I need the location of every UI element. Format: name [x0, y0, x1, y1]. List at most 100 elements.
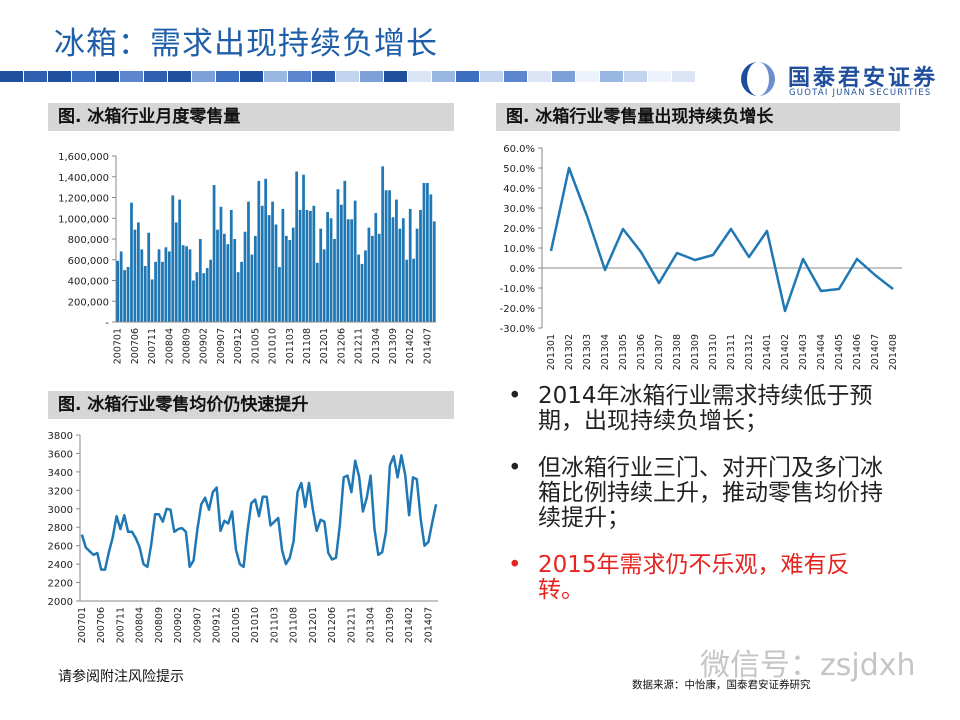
- sales-bar: [154, 261, 157, 322]
- sales-bar: [346, 219, 350, 322]
- sales-bar: [116, 260, 120, 322]
- y-tick-label: 3000: [48, 505, 73, 516]
- sales-bar: [209, 259, 212, 322]
- sales-bar: [408, 208, 412, 322]
- x-tick-label: 201306: [636, 334, 647, 370]
- sales-bar: [377, 233, 381, 322]
- sales-bar: [426, 182, 429, 322]
- x-tick-label: 201308: [672, 334, 683, 370]
- sales-bar: [319, 228, 323, 322]
- sales-bar: [167, 251, 171, 322]
- wechat-watermark: 微信号：zsjdxh: [700, 648, 916, 683]
- sales-bar: [202, 273, 206, 322]
- x-tick-label: 200809: [182, 328, 193, 364]
- strip-segment: [216, 71, 239, 82]
- sales-bar: [309, 210, 312, 322]
- y-tick-label: -30.0%: [500, 324, 535, 335]
- sales-bar: [422, 182, 426, 322]
- x-tick-label: 200701: [77, 607, 88, 643]
- x-tick-label: 201103: [285, 328, 296, 364]
- sales-bar: [278, 267, 281, 322]
- strip-segment: [648, 71, 671, 82]
- sales-bar: [305, 209, 309, 322]
- strip-segment: [624, 71, 647, 82]
- x-tick-label: 201211: [346, 607, 357, 643]
- strip-segment: [432, 71, 455, 82]
- avg-price-heading: 图. 冰箱行业零售均价仍快速提升: [48, 391, 454, 419]
- company-logo: 国泰君安证券 GUOTAI JUNAN SECURITIES: [736, 60, 956, 100]
- sales-bar: [219, 206, 223, 322]
- price-line: [80, 454, 438, 571]
- x-tick-label: 200711: [147, 328, 158, 364]
- sales-bar: [429, 194, 433, 322]
- x-tick-label: 201201: [308, 607, 319, 643]
- strip-segment: [504, 71, 527, 82]
- sales-bar: [260, 205, 264, 322]
- sales-bar: [198, 239, 202, 322]
- x-tick-label: 201401: [762, 334, 773, 370]
- x-tick-label: 201403: [798, 334, 809, 370]
- y-tick-label: 400,000: [68, 277, 109, 288]
- x-tick-label: 201201: [319, 328, 330, 364]
- bullet-text: 2015年需求仍不乐观，难有反转。: [538, 552, 850, 603]
- strip-segment: [360, 71, 383, 82]
- sales-bar: [291, 227, 295, 322]
- strip-segment: [480, 71, 503, 82]
- sales-bar: [223, 233, 226, 322]
- sales-bar: [174, 222, 178, 322]
- sales-bar: [374, 213, 378, 322]
- bullet-item-1: • 2014年冰箱行业需求持续低于预期，出现持续负增长；: [500, 384, 890, 434]
- x-tick-label: 201407: [870, 334, 881, 370]
- sales-bar: [288, 240, 292, 322]
- header-color-strip: [0, 71, 720, 82]
- x-tick-label: 201108: [302, 328, 313, 364]
- sales-bar: [161, 261, 164, 322]
- strip-segment: [0, 71, 23, 82]
- x-tick-label: 201010: [268, 328, 279, 364]
- x-tick-label: 201301: [546, 334, 557, 370]
- y-tick-label: 10.0%: [503, 244, 535, 255]
- sales-bar: [185, 246, 188, 322]
- sales-bar: [195, 272, 199, 322]
- sales-bar: [274, 224, 278, 322]
- x-tick-label: 201405: [834, 334, 845, 370]
- sales-bar: [315, 262, 319, 322]
- x-tick-label: 200912: [212, 607, 223, 643]
- strip-segment: [192, 71, 215, 82]
- y-tick-label: 2200: [48, 579, 73, 590]
- sales-bar: [381, 166, 385, 322]
- strip-segment: [528, 71, 551, 82]
- sales-bar: [395, 199, 398, 322]
- bullet-list: • 2014年冰箱行业需求持续低于预期，出现持续负增长； • 但冰箱行业三门、对开门…: [500, 384, 890, 625]
- y-tick-label: 800,000: [68, 235, 109, 246]
- strip-segment: [24, 71, 47, 82]
- sales-bar: [140, 249, 144, 322]
- sales-bar: [247, 201, 250, 322]
- risk-disclaimer: 请参阅附注风险提示: [58, 669, 184, 685]
- y-tick-label: 20.0%: [503, 224, 535, 235]
- sales-bar: [370, 235, 374, 322]
- gtja-logo-icon: [741, 62, 775, 96]
- x-tick-label: 201304: [366, 607, 377, 643]
- bullet-text: 但冰箱行业三门、对开门及多门冰箱比例持续上升，推动零售均价持续提升；: [538, 455, 883, 531]
- strip-segment: [576, 71, 599, 82]
- x-tick-label: 201103: [269, 607, 280, 643]
- growth-line-chart: -30.0% -20.0% -10.0% 0.0% 10.0% 20.0% 30.0% 40.…: [500, 144, 902, 370]
- strip-segment: [552, 71, 575, 82]
- y-tick-label: 0.0%: [510, 264, 535, 275]
- y-tick-label: -20.0%: [500, 304, 535, 315]
- y-tick-label: 200,000: [68, 297, 109, 308]
- avg-price-line-chart: 2000 2200 2400 2600 2800 3000 3200 3400 3600 3800…: [48, 431, 438, 643]
- x-tick-label: 200804: [135, 607, 146, 643]
- sales-bar: [133, 229, 137, 322]
- data-source: 数据来源：中怡康，国泰君安证券研究: [632, 679, 811, 691]
- y-tick-label: 2600: [48, 542, 73, 553]
- sales-bar: [119, 251, 123, 322]
- strip-segment: [696, 71, 719, 82]
- x-tick-label: 200706: [130, 328, 141, 364]
- sales-bar: [367, 227, 371, 322]
- sales-bar: [388, 190, 391, 322]
- sales-bar: [336, 189, 340, 322]
- x-tick-label: 201305: [618, 334, 629, 370]
- y-tick-label: 50.0%: [503, 164, 535, 175]
